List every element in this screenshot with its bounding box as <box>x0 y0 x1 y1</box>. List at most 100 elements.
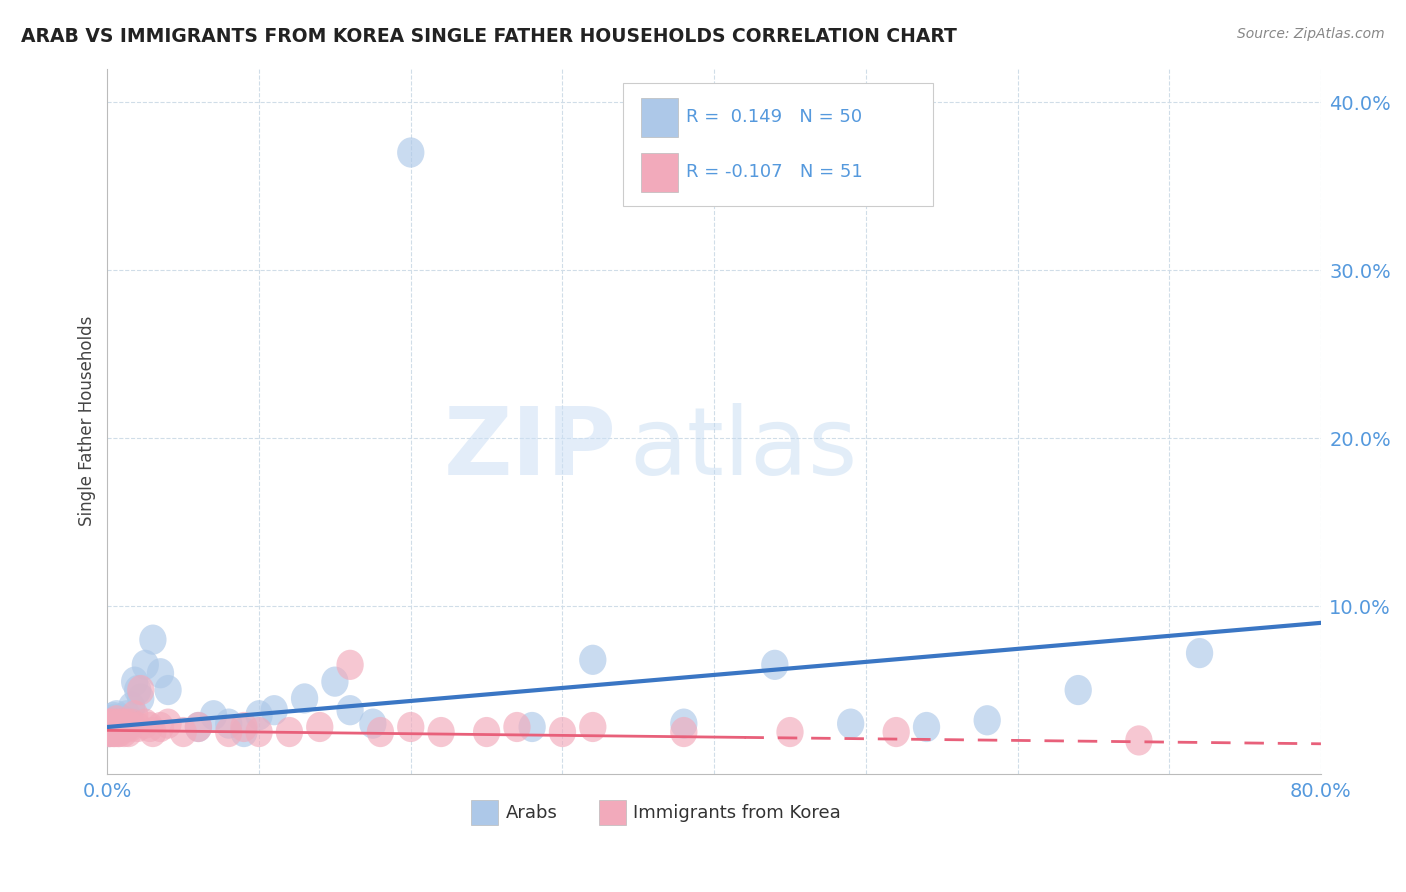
Ellipse shape <box>1064 675 1092 706</box>
Text: Source: ZipAtlas.com: Source: ZipAtlas.com <box>1237 27 1385 41</box>
Ellipse shape <box>579 645 606 675</box>
Ellipse shape <box>1125 725 1153 756</box>
Ellipse shape <box>231 717 257 747</box>
Ellipse shape <box>96 717 122 747</box>
Ellipse shape <box>124 675 152 706</box>
Ellipse shape <box>101 704 128 734</box>
Text: atlas: atlas <box>630 403 858 495</box>
Ellipse shape <box>103 700 131 731</box>
Ellipse shape <box>155 675 181 706</box>
Ellipse shape <box>367 717 394 747</box>
Ellipse shape <box>307 712 333 742</box>
Ellipse shape <box>111 706 138 737</box>
Text: R =  0.149   N = 50: R = 0.149 N = 50 <box>686 108 862 126</box>
Y-axis label: Single Father Households: Single Father Households <box>79 316 96 526</box>
Ellipse shape <box>117 712 143 742</box>
Ellipse shape <box>396 137 425 168</box>
Ellipse shape <box>761 649 789 680</box>
Ellipse shape <box>107 704 135 734</box>
Ellipse shape <box>136 712 163 742</box>
Ellipse shape <box>215 708 242 739</box>
Ellipse shape <box>96 708 122 739</box>
Ellipse shape <box>427 717 454 747</box>
Ellipse shape <box>100 717 127 747</box>
Ellipse shape <box>112 712 139 742</box>
Ellipse shape <box>155 708 181 739</box>
Ellipse shape <box>117 708 143 739</box>
Ellipse shape <box>146 712 174 742</box>
Ellipse shape <box>114 700 141 731</box>
Ellipse shape <box>132 649 159 680</box>
Ellipse shape <box>519 712 546 742</box>
Ellipse shape <box>100 712 127 742</box>
Ellipse shape <box>215 717 242 747</box>
Ellipse shape <box>111 717 138 747</box>
Ellipse shape <box>1185 638 1213 668</box>
Ellipse shape <box>396 712 425 742</box>
Ellipse shape <box>100 710 127 740</box>
Ellipse shape <box>96 708 122 739</box>
Text: ARAB VS IMMIGRANTS FROM KOREA SINGLE FATHER HOUSEHOLDS CORRELATION CHART: ARAB VS IMMIGRANTS FROM KOREA SINGLE FAT… <box>21 27 957 45</box>
Ellipse shape <box>127 683 155 714</box>
FancyBboxPatch shape <box>623 83 932 206</box>
Ellipse shape <box>108 708 136 739</box>
Ellipse shape <box>184 712 212 742</box>
Ellipse shape <box>96 717 122 747</box>
Ellipse shape <box>132 708 159 739</box>
Ellipse shape <box>97 706 124 735</box>
Ellipse shape <box>336 695 364 725</box>
Ellipse shape <box>472 717 501 747</box>
Ellipse shape <box>184 712 212 742</box>
Ellipse shape <box>107 712 135 742</box>
Ellipse shape <box>97 712 124 742</box>
Ellipse shape <box>548 717 576 747</box>
Ellipse shape <box>115 717 142 747</box>
Ellipse shape <box>101 708 128 739</box>
Ellipse shape <box>124 712 152 742</box>
Ellipse shape <box>291 683 318 714</box>
Ellipse shape <box>246 717 273 747</box>
Ellipse shape <box>246 700 273 731</box>
Ellipse shape <box>112 712 139 742</box>
Ellipse shape <box>97 717 124 747</box>
Ellipse shape <box>321 666 349 697</box>
Ellipse shape <box>671 708 697 739</box>
Ellipse shape <box>118 691 145 722</box>
Ellipse shape <box>121 700 149 731</box>
Ellipse shape <box>104 712 132 742</box>
Ellipse shape <box>912 712 941 742</box>
Ellipse shape <box>276 717 304 747</box>
Ellipse shape <box>98 714 125 744</box>
Ellipse shape <box>98 706 125 737</box>
Bar <box>599 800 626 825</box>
Ellipse shape <box>101 717 128 747</box>
Ellipse shape <box>103 715 131 746</box>
Ellipse shape <box>359 708 387 739</box>
Ellipse shape <box>103 712 131 742</box>
Ellipse shape <box>101 712 128 742</box>
Ellipse shape <box>103 706 131 735</box>
Ellipse shape <box>97 712 124 742</box>
Ellipse shape <box>231 712 257 742</box>
Text: R = -0.107   N = 51: R = -0.107 N = 51 <box>686 163 863 181</box>
Ellipse shape <box>104 712 132 742</box>
Ellipse shape <box>105 710 134 740</box>
Ellipse shape <box>883 717 910 747</box>
Ellipse shape <box>104 708 132 739</box>
Ellipse shape <box>200 700 228 731</box>
Text: Immigrants from Korea: Immigrants from Korea <box>633 804 841 822</box>
Ellipse shape <box>104 717 132 747</box>
Ellipse shape <box>146 658 174 689</box>
Ellipse shape <box>139 624 166 655</box>
Ellipse shape <box>127 675 155 706</box>
Ellipse shape <box>139 717 166 747</box>
Ellipse shape <box>98 712 125 742</box>
Ellipse shape <box>105 708 134 739</box>
Ellipse shape <box>121 666 149 697</box>
Bar <box>471 800 498 825</box>
Ellipse shape <box>105 717 134 747</box>
Ellipse shape <box>579 712 606 742</box>
Ellipse shape <box>503 712 530 742</box>
Ellipse shape <box>336 649 364 680</box>
Ellipse shape <box>170 717 197 747</box>
